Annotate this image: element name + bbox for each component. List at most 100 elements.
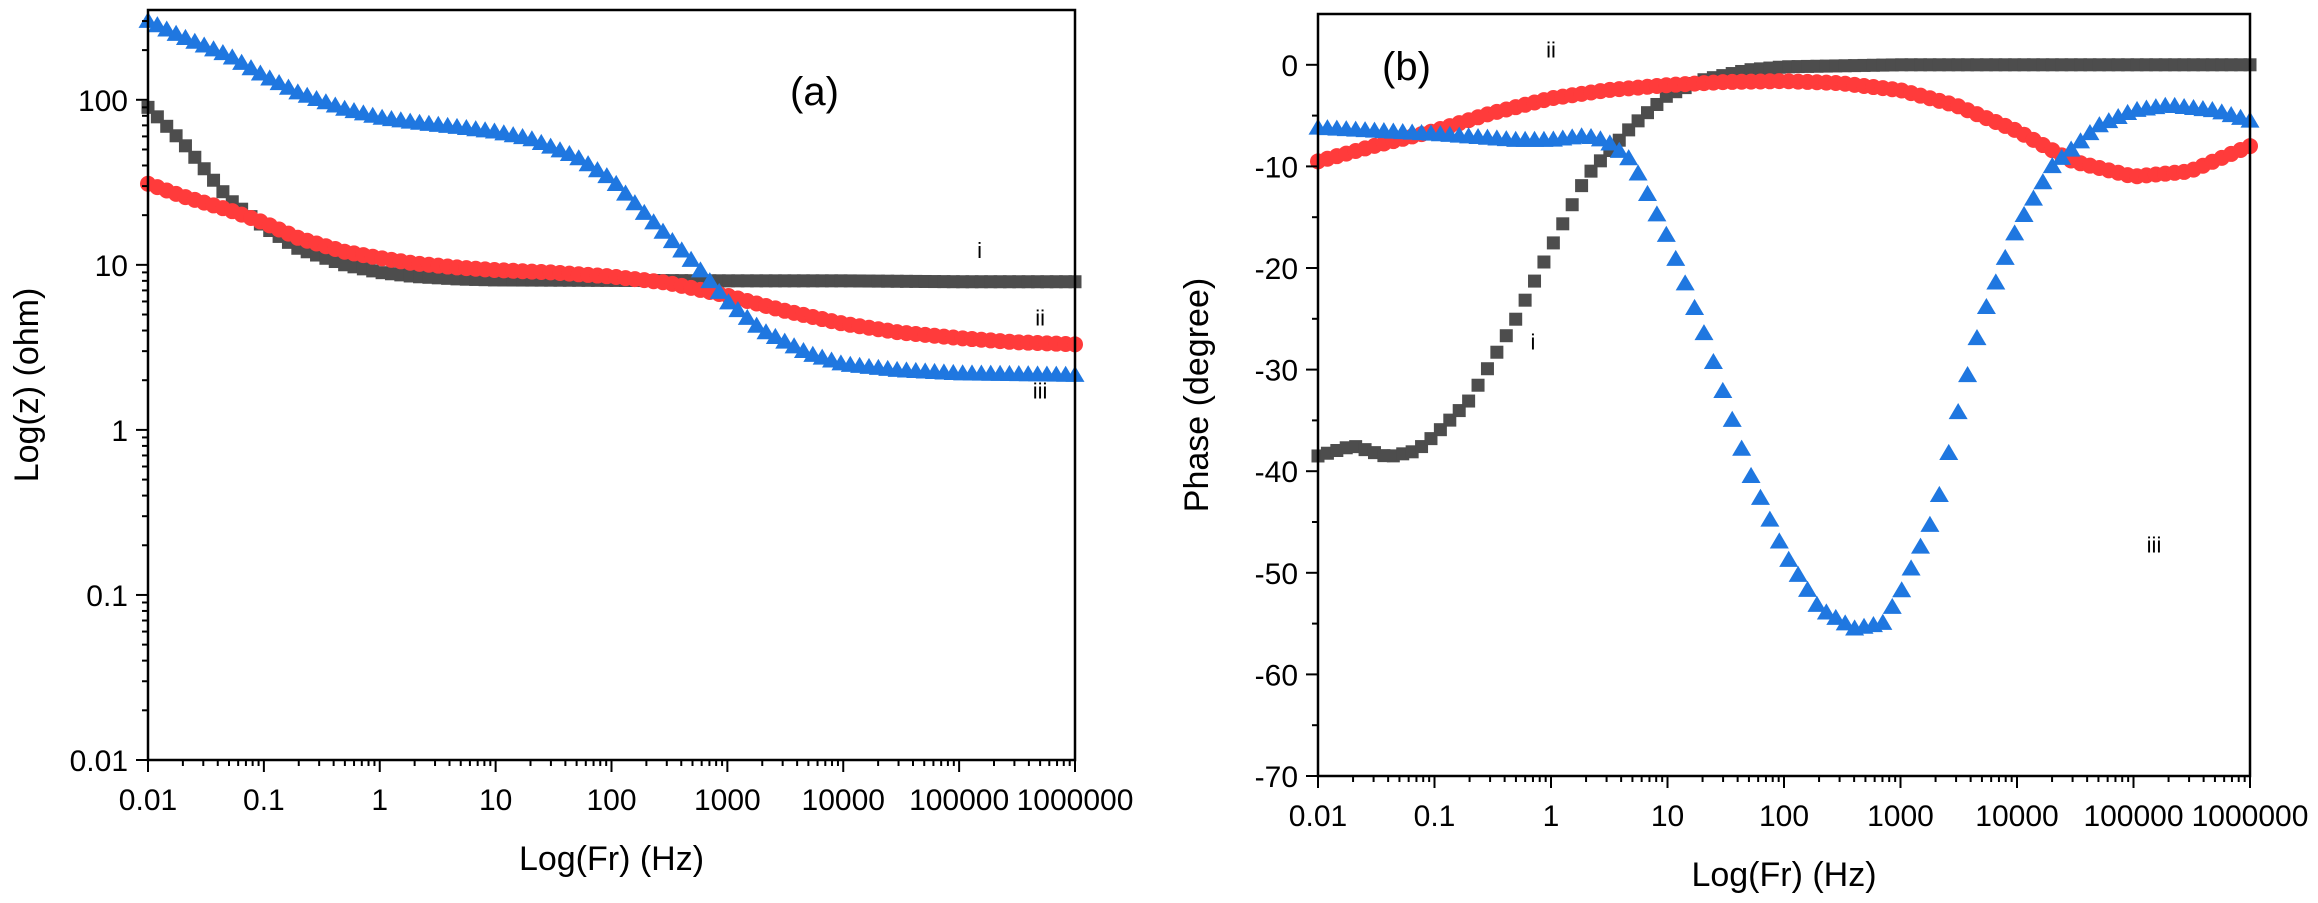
b-series-iii-marker xyxy=(1976,297,1996,315)
b-series-iii-marker xyxy=(2071,132,2091,149)
b-series-iii-marker xyxy=(1807,595,1827,612)
a-series-iii-marker xyxy=(147,16,167,33)
a-curve-label-ii: ii xyxy=(1035,305,1045,330)
a-series-iii-marker xyxy=(278,78,298,95)
a-series-iii-marker xyxy=(756,323,776,340)
b-y-tick-label: -20 xyxy=(1255,253,1298,286)
a-series-iii-marker xyxy=(213,44,233,61)
b-series-iii-marker xyxy=(1713,381,1733,398)
b-y-tick-label: 0 xyxy=(1281,50,1298,83)
a-curve-label-i: i xyxy=(977,238,982,263)
b-series-iii-marker xyxy=(1882,597,1902,614)
a-series-iii-marker xyxy=(681,250,701,267)
a-plot-frame xyxy=(146,8,1077,762)
a-y-tick-label: 0.1 xyxy=(86,580,128,613)
a-series-iii-marker xyxy=(644,213,664,230)
b-x-tick-label: 100 xyxy=(1759,800,1809,833)
b-series-iii-marker xyxy=(2061,140,2081,157)
a-series-iii xyxy=(138,11,1085,382)
b-series-iii-marker xyxy=(1685,298,1705,315)
b-y-tick-label: -50 xyxy=(1255,558,1298,591)
a-series-i xyxy=(141,100,1082,289)
a-y-tick-label: 0.01 xyxy=(70,745,128,778)
a-series-iii-marker xyxy=(606,174,626,191)
b-series-iii-marker xyxy=(1732,439,1752,456)
b-series-iii-marker xyxy=(1873,613,1893,630)
b-series-iii-marker xyxy=(1656,225,1676,242)
b-series-iii-marker xyxy=(1628,164,1648,181)
b-series-iii-marker xyxy=(1920,515,1940,532)
a-series-iii-marker xyxy=(222,48,242,65)
a-series-iii-marker xyxy=(747,316,767,333)
a-curve-label-iii: iii xyxy=(1033,378,1048,403)
b-series-iii-marker xyxy=(1703,352,1723,370)
b-series-i-marker xyxy=(1490,345,1504,359)
b-series-iii-marker xyxy=(1647,205,1667,222)
b-series-iii-marker xyxy=(1779,550,1799,567)
b-series-iii-marker xyxy=(2108,107,2128,125)
b-series-iii-marker xyxy=(2042,157,2062,174)
a-series-iii-marker xyxy=(765,327,785,344)
a-series-iii-marker xyxy=(784,337,804,354)
b-curve-label-i: i xyxy=(1531,329,1536,354)
b-y-tick-label: -30 xyxy=(1255,355,1298,388)
b-series-i-marker xyxy=(1584,164,1598,178)
b-series-iii-marker xyxy=(1666,249,1686,266)
a-series-iii-marker xyxy=(700,272,720,289)
a-y-tick-label: 100 xyxy=(78,85,128,118)
b-series-iii-marker xyxy=(1967,329,1987,346)
a-series-iii-marker xyxy=(662,232,682,249)
a-series-iii-marker xyxy=(634,203,654,220)
a-series-iii-marker xyxy=(157,20,177,37)
b-series-iii-marker xyxy=(1722,410,1742,427)
b-series-i-marker xyxy=(1509,312,1523,326)
a-x-axis-title: Log(Fr) (Hz) xyxy=(519,840,704,878)
b-series-i-marker xyxy=(1528,274,1542,288)
a-y-axis-title: Log(z) (ohm) xyxy=(8,288,46,483)
b-y-tick-label: -70 xyxy=(1255,761,1298,794)
b-series-iii-marker xyxy=(1835,614,1855,631)
b-series-iii-marker xyxy=(1929,485,1949,502)
a-series-iii-marker xyxy=(232,53,252,70)
a-series-iii-marker xyxy=(709,282,729,299)
a-x-tick-label: 100 xyxy=(586,784,636,817)
a-series-iii-marker xyxy=(653,222,673,239)
a-x-tick-label: 10000 xyxy=(802,784,885,817)
a-panel-label: (a) xyxy=(790,70,839,114)
a-series-iii-marker xyxy=(775,332,795,349)
b-series-iii-marker xyxy=(1675,274,1695,291)
b-y-axis-title: Phase (degree) xyxy=(1178,278,1216,512)
b-series-iii-marker xyxy=(1826,608,1846,625)
a-y-tick-label: 1 xyxy=(111,415,128,448)
b-series-iii-marker xyxy=(1995,248,2015,265)
b-series-i-marker xyxy=(1537,255,1551,269)
a-series-iii-marker xyxy=(728,301,748,318)
a-series-i-marker xyxy=(188,150,202,164)
a-series-i-marker xyxy=(197,162,211,176)
a-series-i-marker xyxy=(169,129,183,143)
b-series-iii-marker xyxy=(1741,466,1761,483)
b-y-tick-label: -60 xyxy=(1255,659,1298,692)
a-series-iii-marker xyxy=(241,59,261,76)
a-series-iii-marker xyxy=(597,167,617,184)
b-series-iii-marker xyxy=(1901,559,1921,576)
b-series-i xyxy=(1311,58,2257,463)
b-series-i-marker xyxy=(1471,378,1485,392)
b-x-tick-label: 1000 xyxy=(1867,800,1934,833)
b-series-iii-marker xyxy=(1816,603,1836,620)
b-series-i-marker xyxy=(1575,179,1589,193)
b-series-i-marker xyxy=(1546,236,1560,250)
b-series-iii-marker xyxy=(1637,184,1657,201)
b-x-axis-title: Log(Fr) (Hz) xyxy=(1691,856,1876,894)
b-series-iii-marker xyxy=(1760,510,1780,527)
a-series-i-marker xyxy=(207,173,221,187)
b-x-tick-label: 1 xyxy=(1543,800,1560,833)
b-series-iii-marker xyxy=(1694,324,1714,341)
a-series-iii-marker xyxy=(737,308,757,325)
a-x-tick-label: 1000000 xyxy=(1017,784,1134,817)
a-series-iii-marker xyxy=(587,161,607,178)
b-series-iii-marker xyxy=(2023,189,2043,206)
a-x-tick-label: 0.1 xyxy=(243,784,285,817)
